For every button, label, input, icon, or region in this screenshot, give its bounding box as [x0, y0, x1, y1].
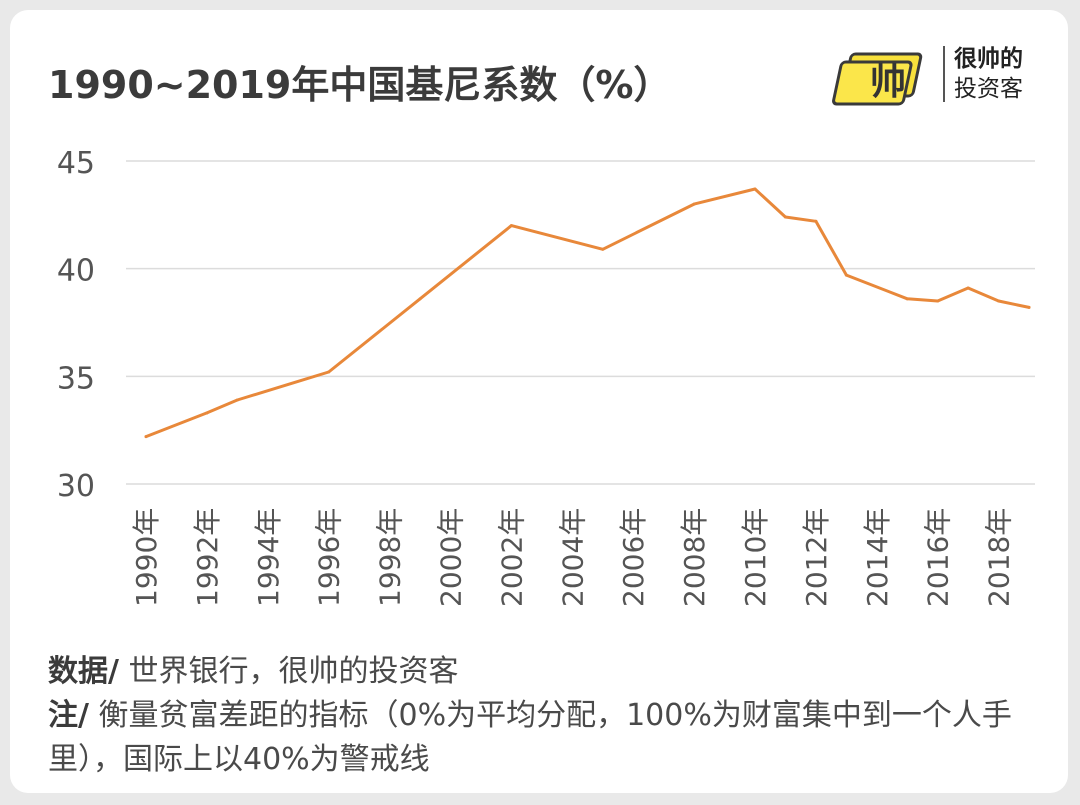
- data-point: [601, 247, 605, 251]
- x-tick-label: 2010年: [739, 508, 772, 607]
- y-tick-label: 35: [57, 361, 95, 396]
- data-point: [205, 411, 209, 415]
- data-point: [966, 286, 970, 290]
- brand-name: 很帅的 投资客: [954, 44, 1023, 104]
- y-tick-label: 40: [57, 254, 95, 289]
- data-point: [844, 273, 848, 277]
- x-tick-label: 1998年: [374, 508, 407, 607]
- source-note: 数据/ 世界银行，很帅的投资客: [48, 650, 1048, 694]
- x-tick-label: 2014年: [861, 508, 894, 607]
- data-point: [235, 398, 239, 402]
- series-line: [144, 187, 1031, 439]
- data-point: [327, 370, 331, 374]
- definition-note: 注/ 衡量贫富差距的指标（0%为平均分配，100%为财富集中到一个人手里），国际…: [48, 694, 1048, 782]
- data-point: [905, 297, 909, 301]
- data-point: [814, 219, 818, 223]
- x-tick-label: 2000年: [435, 508, 468, 607]
- brand-logo: 帅 很帅的 投资客: [832, 36, 1062, 116]
- data-point: [783, 215, 787, 219]
- chart-title: 1990~2019年中国基尼系数（%）: [48, 63, 672, 107]
- x-tick-label: 2004年: [556, 508, 589, 607]
- source-label: 数据/: [48, 654, 119, 689]
- chart-footer: 数据/ 世界银行，很帅的投资客 注/ 衡量贫富差距的指标（0%为平均分配，100…: [48, 650, 1048, 782]
- x-tick-label: 2002年: [495, 508, 528, 607]
- data-point: [144, 435, 148, 439]
- y-tick-label: 45: [57, 146, 95, 181]
- brand-mark-icon: 帅: [832, 52, 923, 106]
- data-point: [936, 299, 940, 303]
- brand-name-line1: 很帅的: [954, 46, 1023, 72]
- x-tick-label: 2012年: [800, 508, 833, 607]
- data-point: [418, 297, 422, 301]
- source-text: 世界银行，很帅的投资客: [118, 654, 459, 689]
- data-point: [753, 187, 757, 191]
- x-tick-label: 1992年: [191, 508, 224, 607]
- data-point: [1027, 305, 1031, 309]
- x-tick-label: 1996年: [313, 508, 346, 607]
- x-tick-label: 1990年: [130, 508, 163, 607]
- line-chart: 30 35 40 45 1990年 1992年 1994年 1996年 1998年 2000年 20…: [57, 146, 1035, 607]
- x-tick-label: 1994年: [252, 508, 285, 607]
- x-tick-label: 2008年: [678, 508, 711, 607]
- data-point: [509, 224, 513, 228]
- chart-card: 1990~2019年中国基尼系数（%） 帅 很帅的 投资客 数据/ 世界银行，很…: [10, 10, 1068, 793]
- y-tick-label: 30: [57, 469, 95, 504]
- x-tick-label: 2018年: [983, 508, 1016, 607]
- x-tick-label: 2016年: [922, 508, 955, 607]
- note-label: 注/: [48, 698, 89, 733]
- data-point: [692, 202, 696, 206]
- brand-mark-text: 帅: [870, 62, 906, 103]
- note-text: 衡量贫富差距的指标（0%为平均分配，100%为财富集中到一个人手里），国际上以4…: [48, 698, 1012, 777]
- x-tick-label: 2006年: [617, 508, 650, 607]
- logo-divider: [943, 46, 945, 102]
- data-point: [997, 299, 1001, 303]
- brand-name-line2: 投资客: [954, 76, 1023, 102]
